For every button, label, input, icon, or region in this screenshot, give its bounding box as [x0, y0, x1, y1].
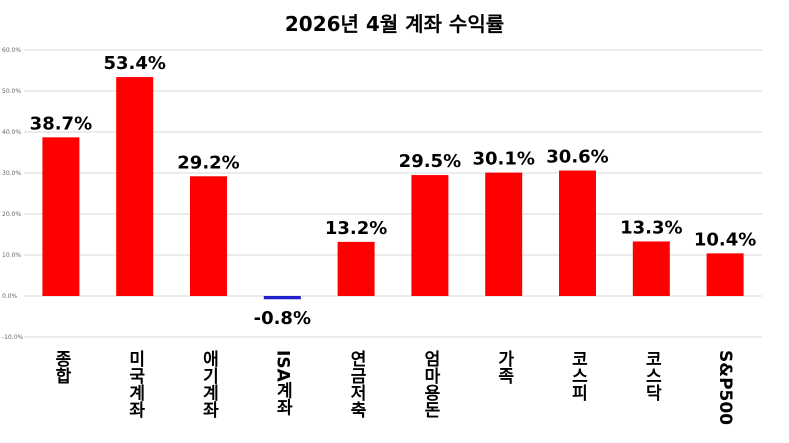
y-tick-label: -10.0%: [2, 334, 24, 341]
y-tick-label: 20.0%: [2, 211, 21, 218]
data-label: 29.5%: [399, 151, 461, 172]
bar: [263, 296, 301, 300]
category-label: 애기계좌: [199, 350, 219, 419]
y-tick-label: 40.0%: [2, 129, 21, 136]
data-label: 30.1%: [472, 149, 534, 170]
bar: [190, 176, 227, 296]
data-label: 29.2%: [177, 152, 239, 173]
category-label: 코스피: [568, 350, 588, 402]
data-label: 53.4%: [103, 53, 165, 74]
y-tick-label: 0.0%: [2, 293, 18, 300]
data-label: -0.8%: [254, 308, 311, 329]
y-tick-label: 50.0%: [2, 88, 21, 95]
data-label: 30.6%: [546, 147, 608, 168]
y-tick-label: 60.0%: [2, 47, 21, 54]
data-label: 10.4%: [694, 229, 756, 250]
category-label: ISA계좌: [272, 350, 292, 417]
category-label: 엄마용돈: [420, 350, 440, 418]
category-label: 종합: [51, 350, 71, 384]
bar: [559, 170, 596, 296]
category-label: S&P500: [715, 350, 735, 425]
bar: [632, 241, 670, 296]
category-label: 미국계좌: [125, 350, 145, 419]
category-label: 연금저축: [346, 350, 366, 419]
bar: [337, 241, 375, 296]
category-label: 가족: [494, 350, 514, 385]
bar: [411, 175, 449, 296]
bar: [116, 77, 154, 296]
category-label: 코스닥: [641, 350, 661, 402]
bar: [706, 253, 744, 296]
data-label: 13.2%: [325, 218, 387, 239]
y-tick-label: 10.0%: [2, 252, 21, 259]
y-tick-label: 30.0%: [2, 170, 21, 177]
chart-title: 2026년 4월 계좌 수익률: [284, 12, 505, 36]
bar: [42, 137, 80, 296]
bar: [485, 172, 523, 296]
data-label: 13.3%: [620, 217, 682, 238]
data-label: 38.7%: [30, 113, 92, 134]
